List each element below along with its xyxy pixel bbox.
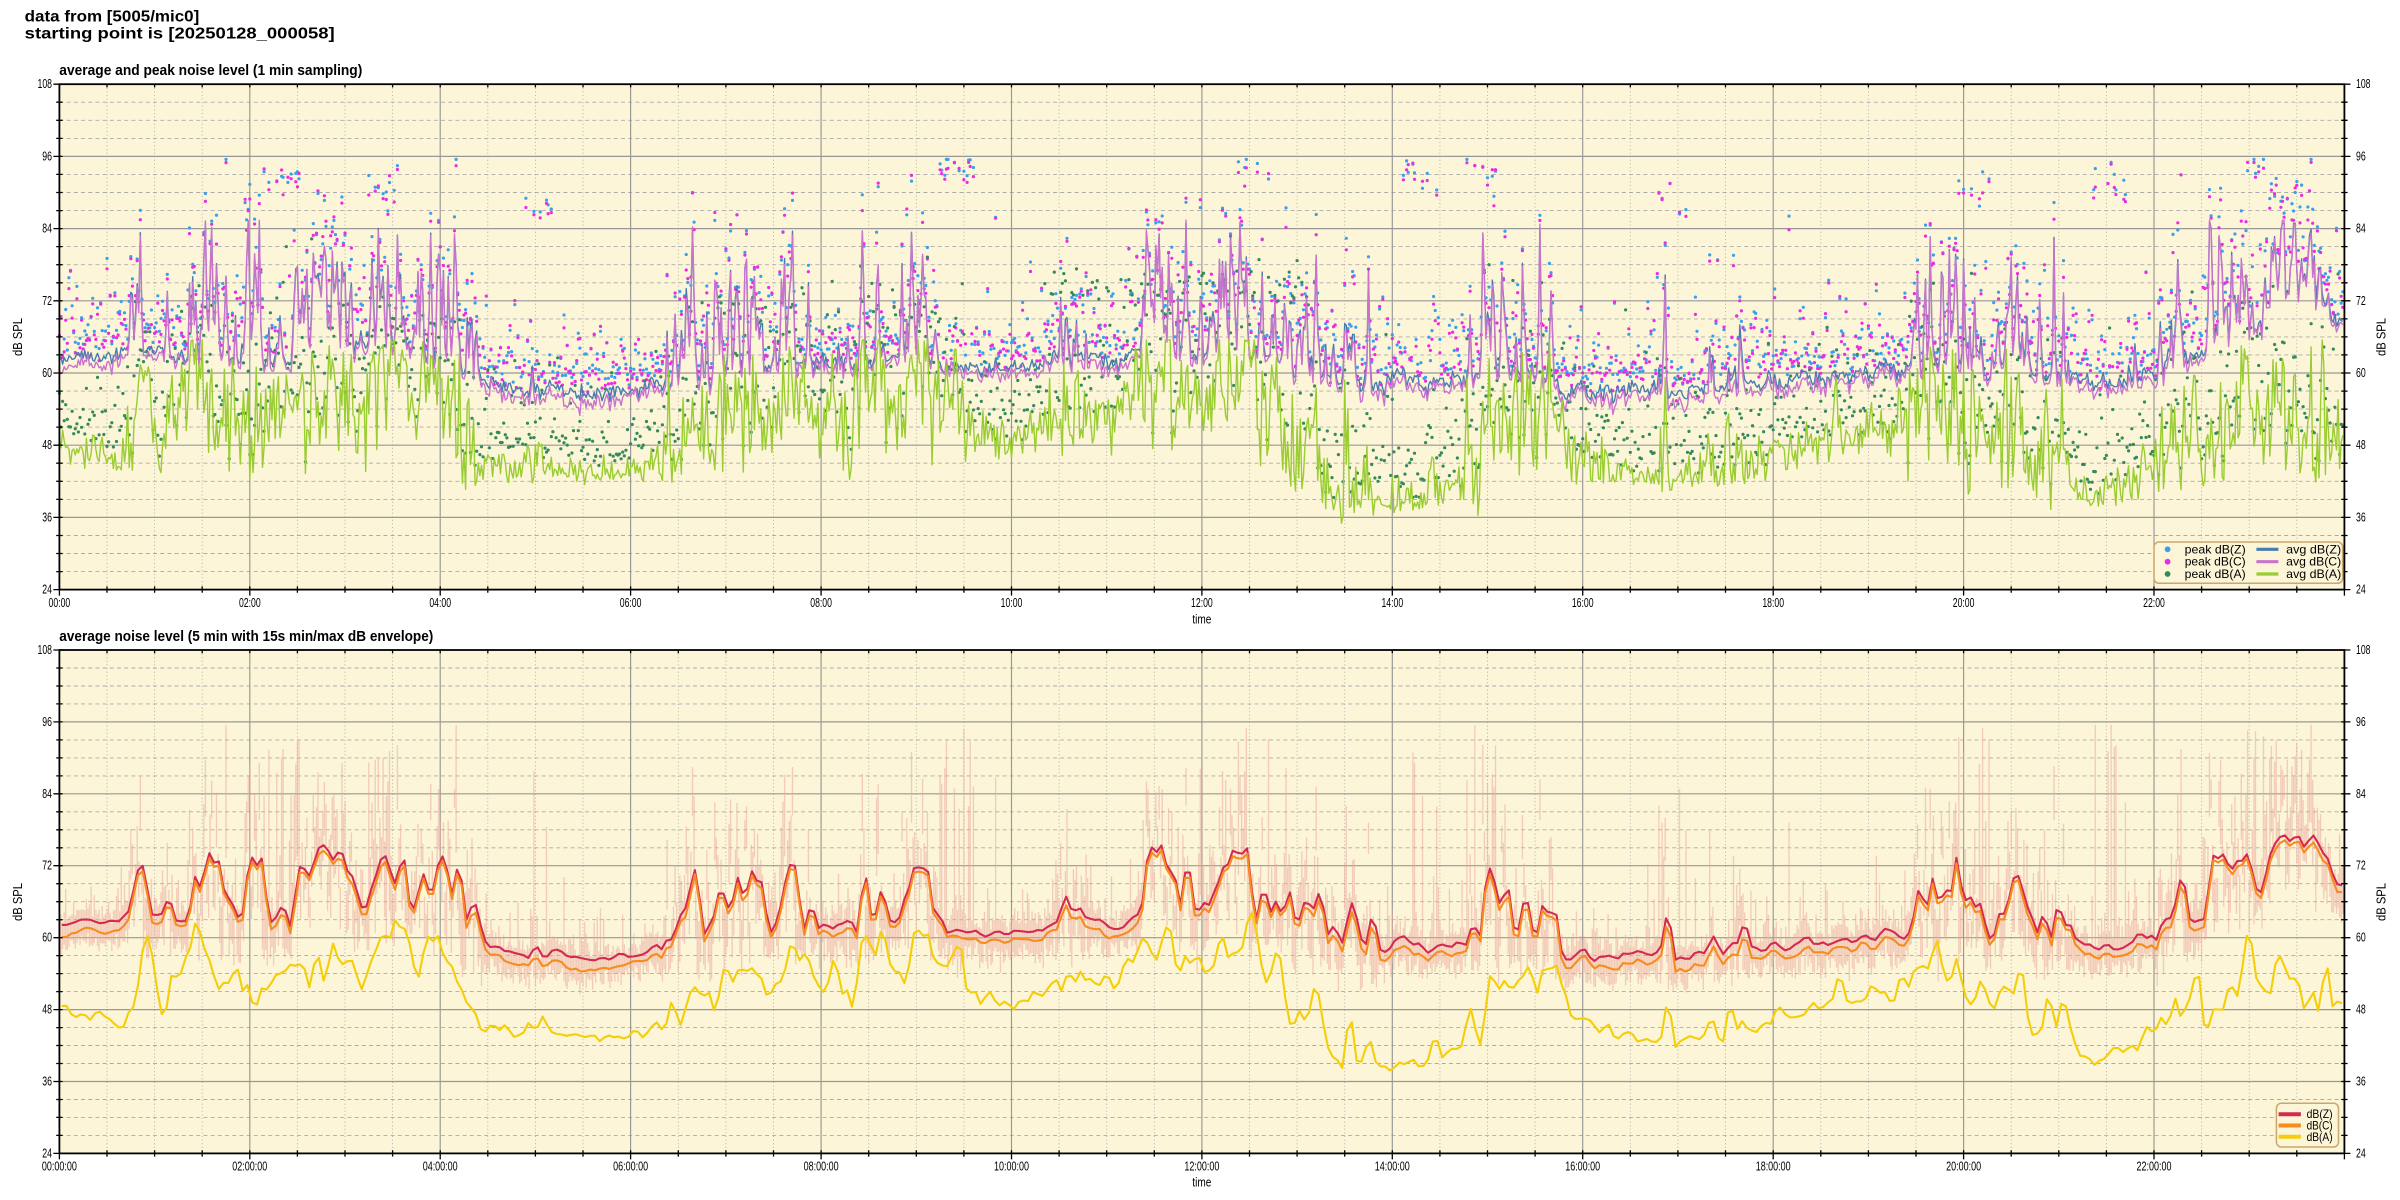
svg-text:84: 84 <box>2356 787 2366 801</box>
svg-text:72: 72 <box>2356 294 2366 308</box>
svg-text:04:00:00: 04:00:00 <box>423 1160 458 1174</box>
svg-text:dB(A): dB(A) <box>2307 1130 2333 1144</box>
svg-text:96: 96 <box>2356 715 2366 729</box>
svg-text:20:00:00: 20:00:00 <box>1946 1160 1981 1174</box>
svg-text:average and peak noise level (: average and peak noise level (1 min samp… <box>59 62 362 79</box>
svg-text:peak dB(Z): peak dB(Z) <box>2185 542 2246 556</box>
svg-text:36: 36 <box>42 510 52 524</box>
svg-text:108: 108 <box>2356 77 2371 91</box>
svg-text:72: 72 <box>2356 859 2366 873</box>
svg-text:08:00: 08:00 <box>810 596 832 610</box>
svg-text:00:00:00: 00:00:00 <box>42 1160 77 1174</box>
svg-text:48: 48 <box>2356 1003 2366 1017</box>
svg-text:22:00:00: 22:00:00 <box>2137 1160 2172 1174</box>
svg-text:avg dB(Z): avg dB(Z) <box>2286 542 2341 556</box>
svg-text:avg dB(C): avg dB(C) <box>2286 555 2341 569</box>
svg-text:60: 60 <box>42 366 52 380</box>
svg-text:avg dB(A): avg dB(A) <box>2286 567 2341 581</box>
svg-text:peak dB(C): peak dB(C) <box>2185 555 2246 569</box>
svg-text:48: 48 <box>42 1003 52 1017</box>
svg-text:96: 96 <box>42 149 52 163</box>
svg-text:00:00: 00:00 <box>49 596 71 610</box>
svg-text:06:00: 06:00 <box>620 596 642 610</box>
svg-text:time: time <box>1192 1174 1211 1189</box>
svg-text:18:00: 18:00 <box>1762 596 1784 610</box>
svg-text:02:00: 02:00 <box>239 596 261 610</box>
svg-text:time: time <box>1192 612 1211 627</box>
svg-text:12:00: 12:00 <box>1191 596 1213 610</box>
svg-text:18:00:00: 18:00:00 <box>1756 1160 1791 1174</box>
svg-text:108: 108 <box>38 643 53 657</box>
svg-text:16:00: 16:00 <box>1572 596 1594 610</box>
svg-text:20:00: 20:00 <box>1953 596 1975 610</box>
svg-text:10:00:00: 10:00:00 <box>994 1160 1029 1174</box>
svg-text:02:00:00: 02:00:00 <box>232 1160 267 1174</box>
svg-text:96: 96 <box>42 715 52 729</box>
svg-text:16:00:00: 16:00:00 <box>1565 1160 1600 1174</box>
svg-text:60: 60 <box>2356 366 2366 380</box>
svg-text:72: 72 <box>42 294 52 308</box>
svg-text:84: 84 <box>42 222 52 236</box>
svg-text:48: 48 <box>42 438 52 452</box>
svg-text:84: 84 <box>42 787 52 801</box>
svg-text:84: 84 <box>2356 222 2366 236</box>
svg-text:12:00:00: 12:00:00 <box>1184 1160 1219 1174</box>
svg-text:dB SPL: dB SPL <box>2375 883 2389 921</box>
svg-text:04:00: 04:00 <box>429 596 451 610</box>
svg-text:dB SPL: dB SPL <box>2375 318 2389 356</box>
svg-text:average noise level (5 min wit: average noise level (5 min with 15s min/… <box>59 628 433 645</box>
svg-text:peak dB(A): peak dB(A) <box>2185 567 2246 581</box>
svg-text:60: 60 <box>2356 931 2366 945</box>
svg-text:96: 96 <box>2356 149 2366 163</box>
svg-text:10:00: 10:00 <box>1001 596 1023 610</box>
svg-text:24: 24 <box>2356 1146 2366 1160</box>
svg-text:24: 24 <box>42 583 52 597</box>
svg-text:36: 36 <box>2356 510 2366 524</box>
svg-text:06:00:00: 06:00:00 <box>613 1160 648 1174</box>
svg-text:108: 108 <box>38 77 53 91</box>
svg-text:dB(C): dB(C) <box>2307 1119 2333 1133</box>
svg-text:60: 60 <box>42 931 52 945</box>
svg-text:data from [5005/mic0]: data from [5005/mic0] <box>25 8 200 25</box>
svg-text:14:00: 14:00 <box>1381 596 1403 610</box>
svg-text:14:00:00: 14:00:00 <box>1375 1160 1410 1174</box>
svg-text:24: 24 <box>42 1146 52 1160</box>
svg-text:108: 108 <box>2356 643 2371 657</box>
svg-text:72: 72 <box>42 859 52 873</box>
svg-text:08:00:00: 08:00:00 <box>804 1160 839 1174</box>
svg-text:22:00: 22:00 <box>2143 596 2165 610</box>
svg-text:dB SPL: dB SPL <box>11 883 25 921</box>
svg-text:dB SPL: dB SPL <box>11 318 25 356</box>
svg-text:36: 36 <box>2356 1075 2366 1089</box>
svg-text:48: 48 <box>2356 438 2366 452</box>
svg-text:dB(Z): dB(Z) <box>2307 1107 2333 1121</box>
svg-text:starting point is [20250128_00: starting point is [20250128_000058] <box>25 25 335 42</box>
svg-text:24: 24 <box>2356 583 2366 597</box>
svg-text:36: 36 <box>42 1075 52 1089</box>
